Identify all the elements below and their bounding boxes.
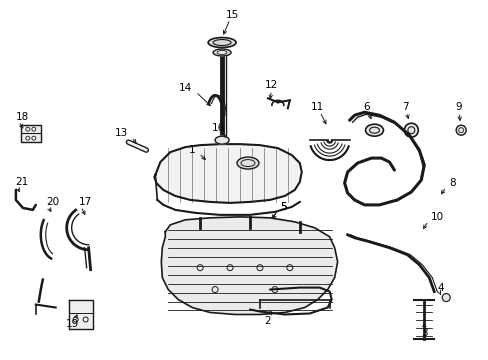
Ellipse shape [441,293,449,302]
Text: 17: 17 [79,197,92,207]
Ellipse shape [404,123,417,137]
Text: 18: 18 [16,112,29,122]
Polygon shape [21,125,41,142]
Text: 1: 1 [188,145,195,155]
Ellipse shape [455,125,465,135]
Ellipse shape [208,37,236,48]
Ellipse shape [213,49,230,56]
Text: 2: 2 [264,316,271,327]
Text: 15: 15 [225,10,238,20]
Ellipse shape [365,124,383,136]
Text: 10: 10 [430,212,444,222]
Text: 6: 6 [363,102,369,112]
Text: 3: 3 [420,328,427,338]
Text: 8: 8 [448,178,455,188]
Text: 16: 16 [211,123,224,133]
Text: 13: 13 [115,128,128,138]
Polygon shape [68,300,92,329]
Polygon shape [154,144,301,203]
Text: 5: 5 [279,202,286,212]
Ellipse shape [237,157,259,169]
Text: 4: 4 [436,283,443,293]
Text: 21: 21 [15,177,28,187]
Text: 5: 5 [279,202,286,212]
Text: 11: 11 [310,102,324,112]
Text: 12: 12 [264,80,278,90]
Ellipse shape [215,136,228,144]
Text: 9: 9 [455,102,462,112]
Polygon shape [161,217,337,315]
Text: 20: 20 [46,197,59,207]
Text: 14: 14 [179,84,192,93]
Text: 7: 7 [401,102,408,112]
Text: 19: 19 [66,319,79,329]
